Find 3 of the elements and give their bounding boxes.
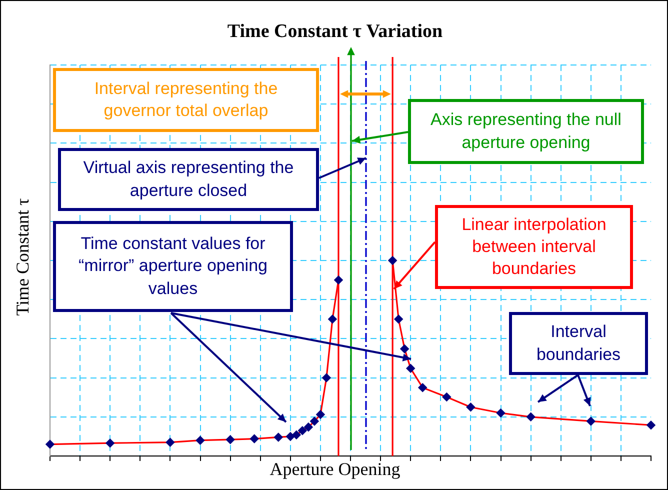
x-axis-title: Aperture Opening: [268, 459, 402, 480]
y-axis-title: Time Constant τ: [12, 198, 34, 316]
chart-title: Time Constant τ Variation: [226, 21, 444, 43]
